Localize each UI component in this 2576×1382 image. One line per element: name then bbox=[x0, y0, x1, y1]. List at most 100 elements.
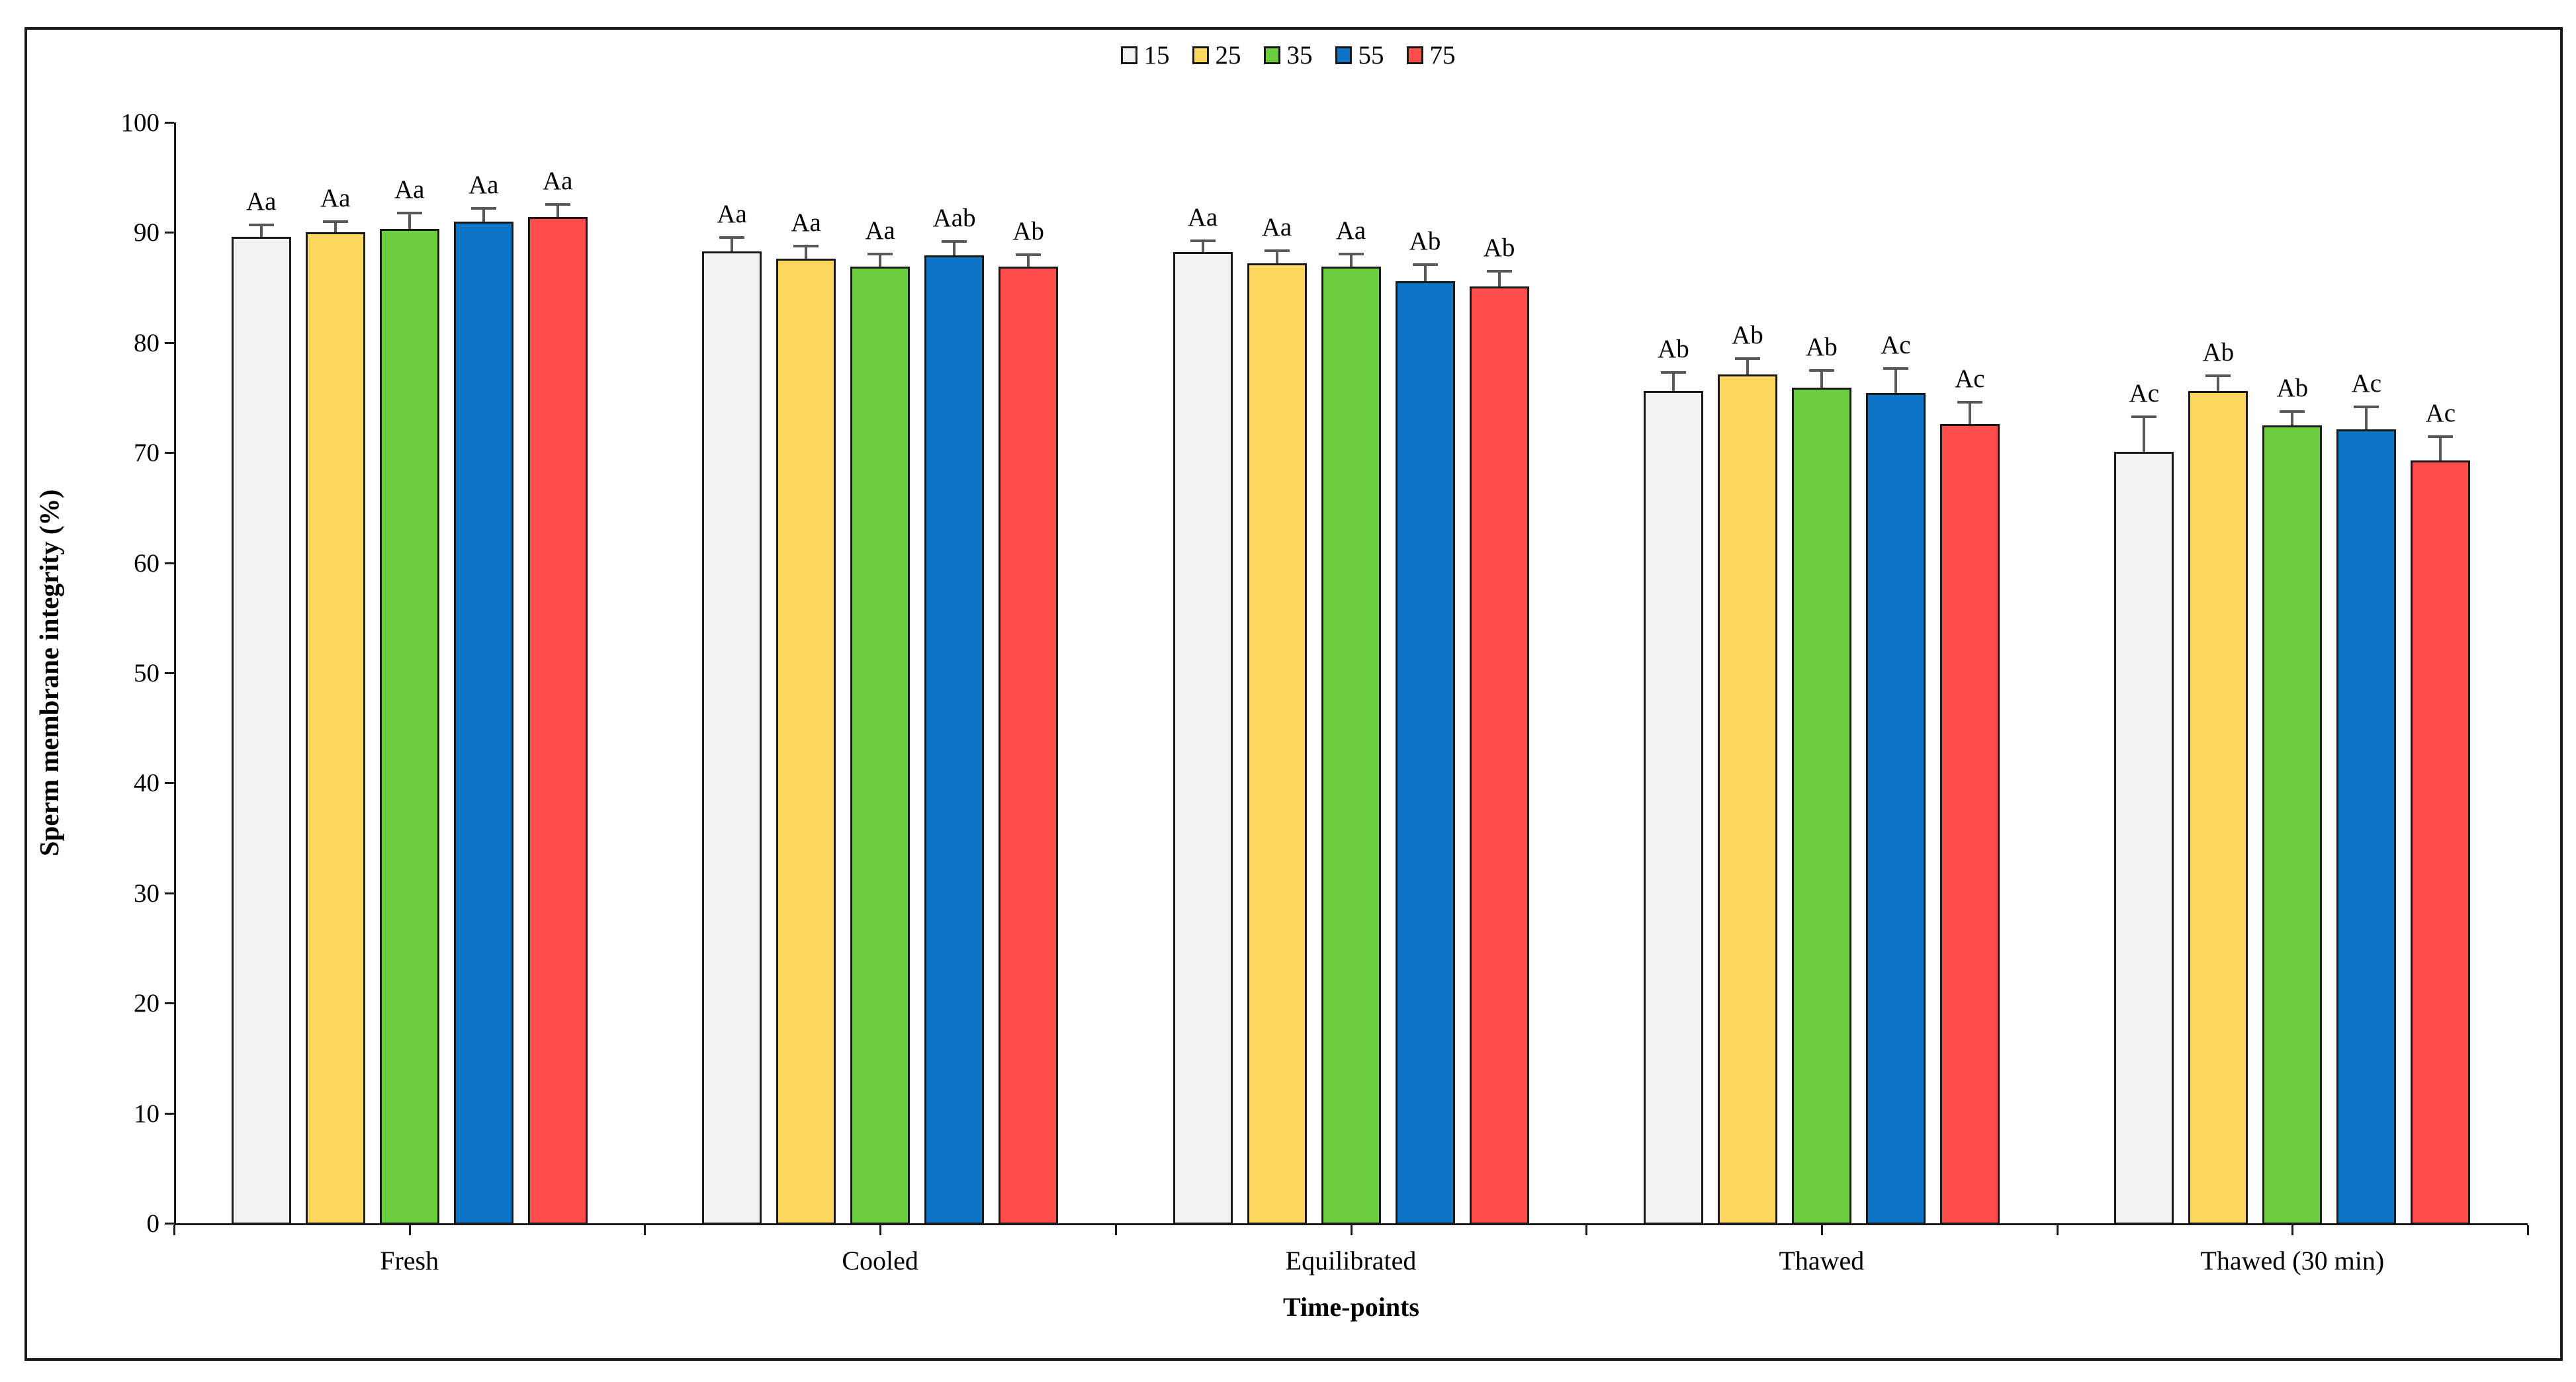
error-bar-cap bbox=[942, 240, 967, 243]
y-axis-tick-label: 50 bbox=[134, 659, 159, 687]
bar-55-thawed bbox=[1865, 393, 1926, 1225]
error-bar-cap bbox=[2131, 415, 2157, 418]
error-bar-cap bbox=[545, 202, 570, 206]
legend-label: 25 bbox=[1215, 41, 1241, 69]
x-axis-tick bbox=[2291, 1225, 2294, 1235]
legend-item: 75 bbox=[1406, 41, 1456, 69]
bar-35-cooled bbox=[850, 266, 910, 1225]
y-axis-tick bbox=[165, 122, 174, 124]
error-bar-stem bbox=[1820, 371, 1823, 388]
bar-75-fresh bbox=[527, 217, 588, 1225]
y-axis-tick-label: 30 bbox=[134, 879, 159, 908]
category-label: Cooled bbox=[842, 1246, 918, 1275]
x-axis-tick bbox=[173, 1225, 175, 1235]
legend: 15 25 35 55 75 bbox=[0, 42, 2576, 68]
error-bar-cap bbox=[793, 245, 819, 248]
significance-label: Aa bbox=[245, 187, 277, 216]
significance-label: Ac bbox=[2129, 378, 2160, 408]
significance-label: Aa bbox=[320, 184, 351, 213]
error-bar-cap bbox=[248, 224, 274, 227]
error-bar-cap bbox=[1264, 249, 1290, 252]
significance-label: Aa bbox=[865, 216, 895, 245]
error-bar-cap bbox=[2354, 405, 2379, 408]
significance-label: Aa bbox=[791, 208, 821, 238]
legend-swatch-icon bbox=[1335, 46, 1352, 64]
bar-25-thawed bbox=[1717, 374, 1777, 1225]
bar-25-equilibrated bbox=[1247, 263, 1307, 1225]
error-bar-cap bbox=[1734, 357, 1760, 360]
significance-label: Aa bbox=[394, 175, 425, 204]
significance-label: Aab bbox=[932, 204, 976, 233]
error-bar-stem bbox=[2217, 376, 2220, 391]
y-axis-line bbox=[174, 122, 176, 1225]
legend-swatch-icon bbox=[1406, 46, 1423, 64]
y-axis-tick bbox=[165, 341, 174, 344]
bar-55-equilibrated bbox=[1395, 281, 1455, 1225]
error-bar-stem bbox=[805, 247, 808, 259]
category-label: Thawed bbox=[1779, 1246, 1865, 1275]
y-axis-tick-label: 10 bbox=[134, 1099, 159, 1128]
error-bar-stem bbox=[333, 222, 337, 233]
significance-label: Aa bbox=[542, 166, 573, 195]
significance-label: Ac bbox=[1955, 365, 1985, 394]
significance-label: Ab bbox=[2276, 373, 2309, 402]
x-axis-tick bbox=[1114, 1225, 1117, 1235]
bar-15-thawed bbox=[1643, 391, 1703, 1225]
legend-item: 55 bbox=[1335, 42, 1384, 68]
bar-15-equilibrated bbox=[1173, 252, 1233, 1225]
bar-15-fresh bbox=[231, 237, 291, 1225]
error-bar-cap bbox=[719, 236, 745, 239]
x-axis-tick bbox=[408, 1225, 411, 1235]
x-axis-tick bbox=[644, 1225, 646, 1235]
significance-label: Ab bbox=[1409, 227, 1441, 256]
error-bar-stem bbox=[953, 242, 956, 256]
y-axis-tick-label: 40 bbox=[134, 769, 159, 798]
significance-label: Ab bbox=[1012, 217, 1044, 246]
bar-75-thawed bbox=[1939, 423, 2000, 1225]
y-axis-tick bbox=[165, 892, 174, 894]
error-bar-stem bbox=[1497, 272, 1501, 286]
legend-label: 35 bbox=[1286, 41, 1313, 69]
error-bar-stem bbox=[1027, 255, 1030, 267]
x-axis-tick bbox=[2527, 1225, 2529, 1235]
bar-75-equilibrated bbox=[1469, 286, 1529, 1225]
error-bar-stem bbox=[2365, 407, 2368, 430]
bar-15-cooled bbox=[702, 251, 762, 1225]
bar-55-thawed-30-min bbox=[2336, 429, 2397, 1225]
significance-label: Aa bbox=[1335, 216, 1366, 245]
error-bar-cap bbox=[1016, 253, 1042, 257]
bar-35-fresh bbox=[379, 229, 439, 1225]
significance-label: Ab bbox=[1732, 320, 1763, 349]
significance-label: Aa bbox=[717, 199, 747, 228]
bar-35-thawed-30-min bbox=[2262, 425, 2323, 1225]
legend-swatch-icon bbox=[1263, 46, 1280, 64]
legend-item: 35 bbox=[1263, 41, 1313, 69]
error-bar-cap bbox=[867, 252, 893, 255]
error-bar-stem bbox=[1423, 265, 1427, 281]
error-bar-stem bbox=[556, 204, 559, 218]
bar-35-thawed bbox=[1791, 388, 1851, 1225]
error-bar-cap bbox=[322, 220, 348, 224]
bar-55-cooled bbox=[924, 255, 985, 1225]
significance-label: Ab bbox=[1658, 335, 1689, 364]
category-label: Thawed (30 min) bbox=[2200, 1246, 2385, 1275]
significance-label: Ab bbox=[1806, 333, 1838, 362]
y-axis-tick-label: 0 bbox=[146, 1209, 160, 1238]
error-bar-cap bbox=[1338, 252, 1364, 255]
x-axis-tick bbox=[879, 1225, 882, 1235]
y-axis-tick bbox=[165, 1112, 174, 1115]
y-axis-tick bbox=[165, 232, 174, 234]
error-bar-stem bbox=[731, 238, 734, 251]
x-axis-tick bbox=[1585, 1225, 1588, 1235]
significance-label: Aa bbox=[1261, 212, 1292, 241]
error-bar-cap bbox=[1957, 401, 1982, 404]
x-axis-title: Time-points bbox=[1283, 1292, 1419, 1322]
y-axis-tick-label: 70 bbox=[134, 439, 159, 468]
x-axis-tick bbox=[2056, 1225, 2059, 1235]
y-axis-tick bbox=[165, 1002, 174, 1005]
legend-label: 75 bbox=[1429, 41, 1456, 69]
error-bar-cap bbox=[2280, 410, 2305, 413]
error-bar-cap bbox=[2205, 374, 2231, 378]
legend-item: 25 bbox=[1192, 42, 1241, 68]
